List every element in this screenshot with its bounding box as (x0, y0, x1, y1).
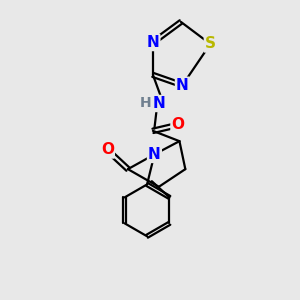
Text: H: H (139, 97, 151, 110)
Text: N: N (152, 96, 165, 111)
Text: N: N (176, 78, 189, 93)
Text: N: N (148, 147, 161, 162)
Text: O: O (101, 142, 114, 158)
Text: S: S (205, 37, 216, 52)
Text: N: N (147, 35, 159, 50)
Text: O: O (172, 118, 184, 133)
